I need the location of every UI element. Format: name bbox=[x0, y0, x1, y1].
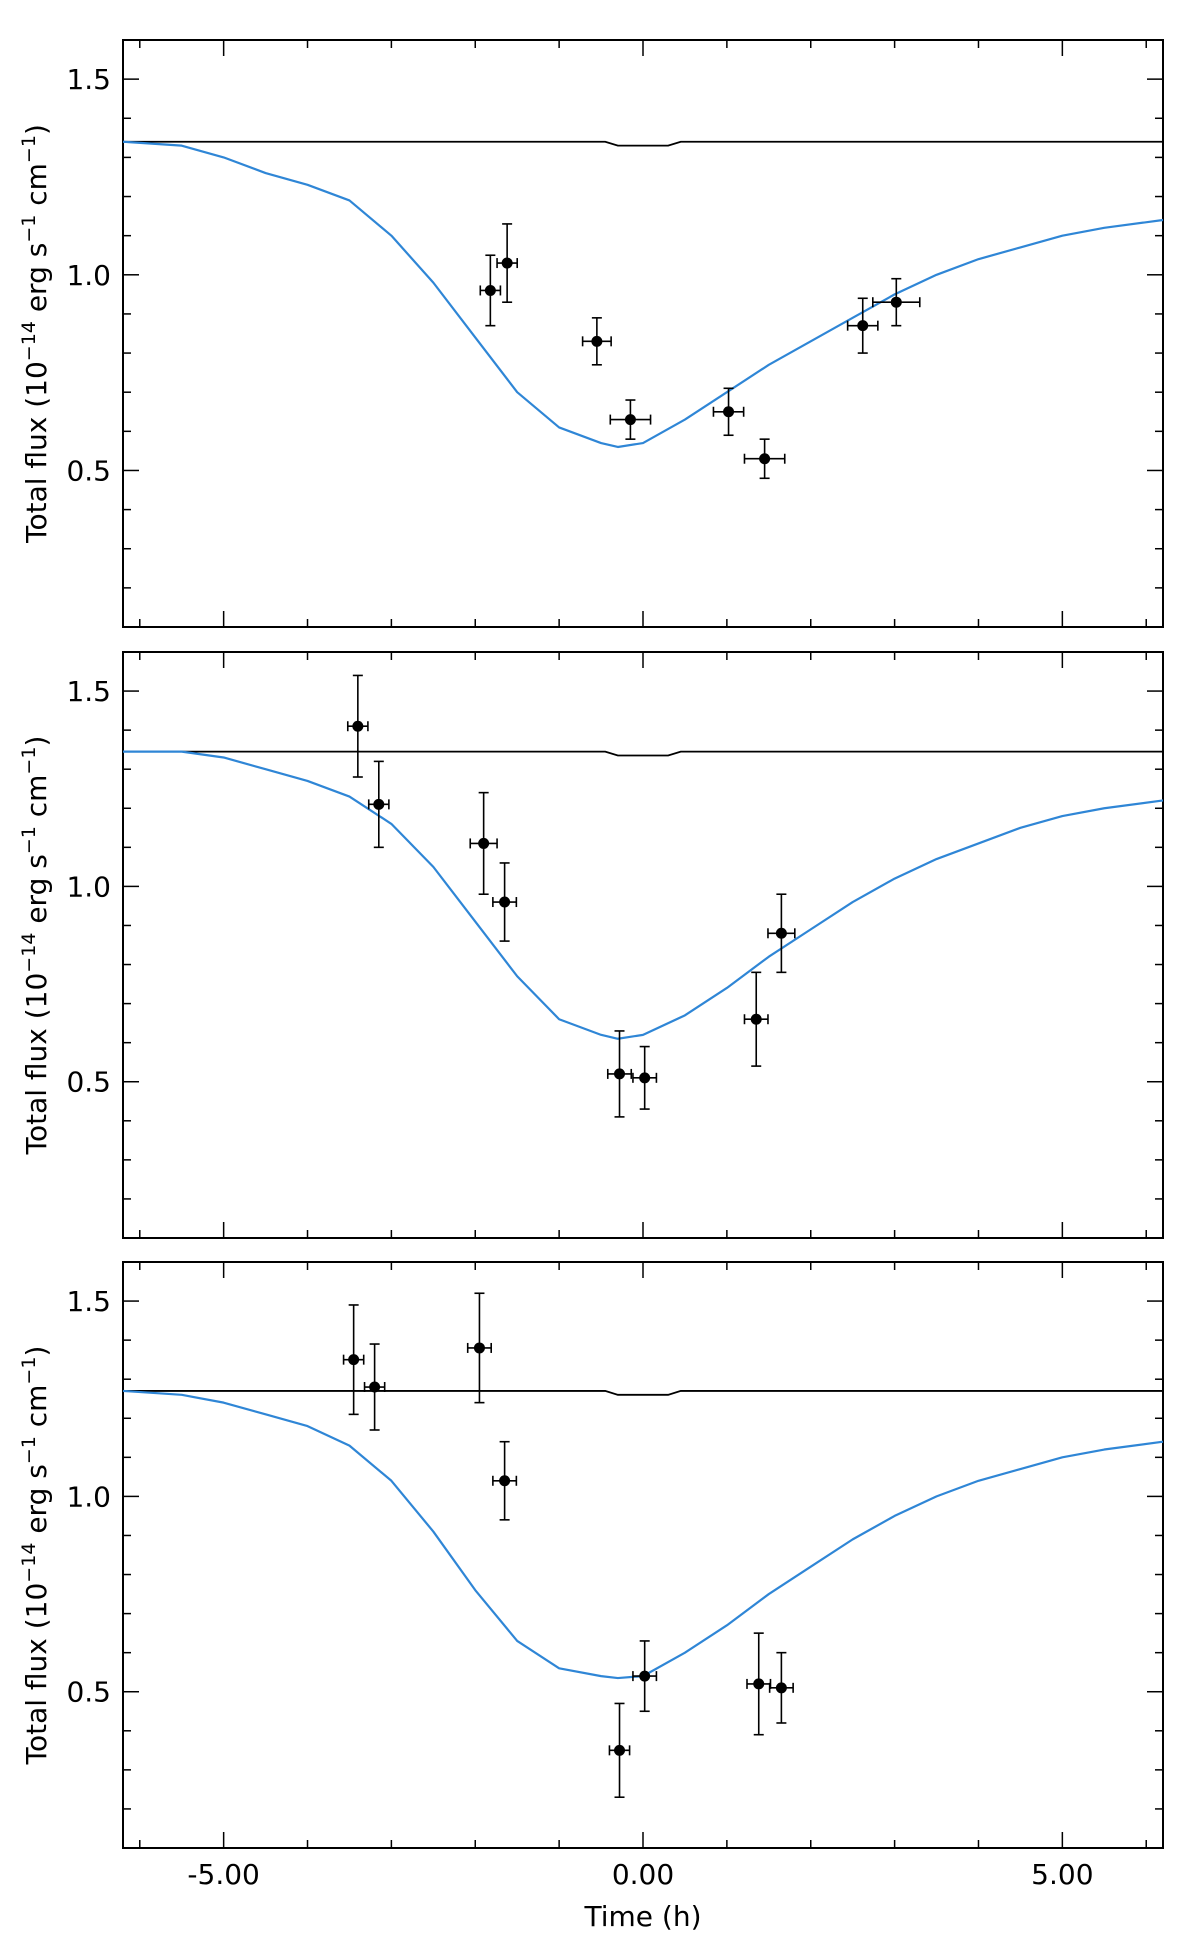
data-point bbox=[872, 277, 921, 327]
y-tick-label: 1.5 bbox=[66, 1285, 111, 1318]
baseline-curve bbox=[123, 750, 1163, 757]
data-point bbox=[367, 760, 390, 849]
x-tick-label: 0.00 bbox=[612, 1858, 674, 1891]
data-point bbox=[743, 971, 769, 1067]
plot-frame bbox=[122, 1261, 1164, 1849]
data-point bbox=[712, 387, 745, 437]
baseline-curve bbox=[123, 1390, 1163, 1396]
plot-frame bbox=[122, 39, 1164, 628]
data-point bbox=[608, 1702, 631, 1799]
data-point bbox=[743, 438, 786, 480]
data-point bbox=[342, 1304, 365, 1416]
data-point bbox=[632, 1640, 658, 1713]
y-tick-label: 1.5 bbox=[66, 675, 111, 708]
data-point bbox=[632, 1045, 658, 1110]
model-curve bbox=[123, 750, 1164, 1040]
panel-middle: 0.5 1.0 1.5 Total flux (10−14 erg s−1 cm−1) bbox=[18, 651, 1164, 1239]
data-point bbox=[346, 674, 369, 778]
baseline-curve bbox=[123, 140, 1163, 147]
y-tick-label: 1.0 bbox=[66, 870, 111, 903]
y-axis-label: Total flux (10−14 erg s−1 cm−1) bbox=[18, 736, 53, 1156]
y-axis-label: Total flux (10−14 erg s−1 cm−1) bbox=[18, 1346, 53, 1766]
model-curve bbox=[122, 140, 1164, 449]
data-point bbox=[466, 1292, 492, 1404]
data-point bbox=[363, 1343, 386, 1431]
y-tick-label: 0.5 bbox=[66, 1066, 111, 1099]
model-curve bbox=[122, 1389, 1164, 1680]
x-tick-label: 5.00 bbox=[1031, 1858, 1093, 1891]
y-tick-label: 1.0 bbox=[66, 259, 111, 292]
data-point bbox=[479, 254, 502, 327]
data-point bbox=[606, 1030, 633, 1118]
panel-bottom: 0.5 1.0 1.5 -5.00 0.00 5.00 Time (h) Total flux… bbox=[18, 1261, 1164, 1933]
y-tick-label: 0.5 bbox=[66, 454, 111, 487]
y-tick-label: 1.0 bbox=[66, 1480, 111, 1513]
y-tick-label: 1.5 bbox=[66, 63, 111, 96]
data-point bbox=[492, 1440, 518, 1521]
y-axis-label: Total flux (10−14 erg s−1 cm−1) bbox=[18, 124, 53, 544]
data-point bbox=[609, 399, 652, 440]
x-tick-label: -5.00 bbox=[187, 1858, 259, 1891]
y-tick-label: 0.5 bbox=[66, 1676, 111, 1709]
data-point bbox=[492, 862, 518, 942]
panel-top: 0.5 1.0 1.5 Total flux (10−14 erg s−1 cm−1) bbox=[18, 39, 1164, 628]
x-axis-label: Time (h) bbox=[583, 1900, 701, 1933]
plot-frame bbox=[122, 651, 1164, 1239]
data-point bbox=[496, 223, 518, 303]
data-point bbox=[581, 317, 612, 366]
data-point bbox=[767, 893, 796, 974]
data-point bbox=[846, 297, 879, 354]
data-point bbox=[469, 791, 498, 896]
data-point bbox=[746, 1632, 772, 1736]
data-point bbox=[768, 1651, 794, 1724]
